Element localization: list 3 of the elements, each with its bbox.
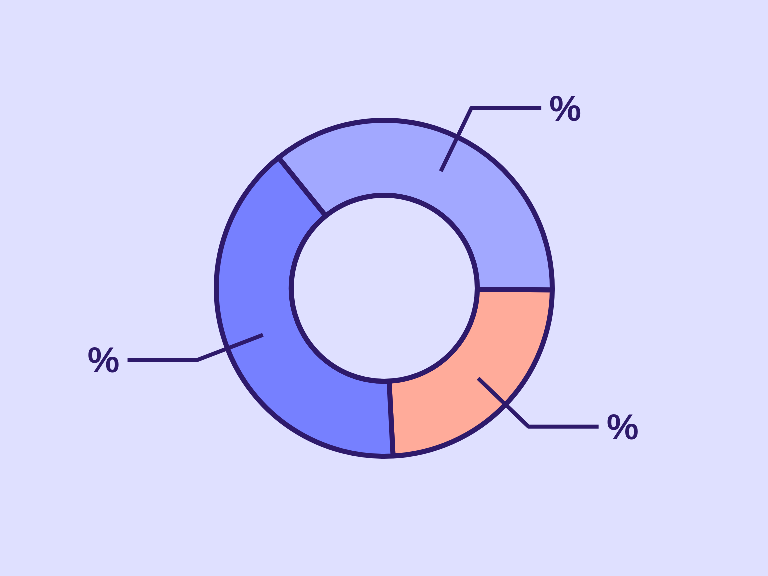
data-label: % [88,340,120,381]
data-label: % [550,88,582,129]
data-label: % [606,406,639,448]
